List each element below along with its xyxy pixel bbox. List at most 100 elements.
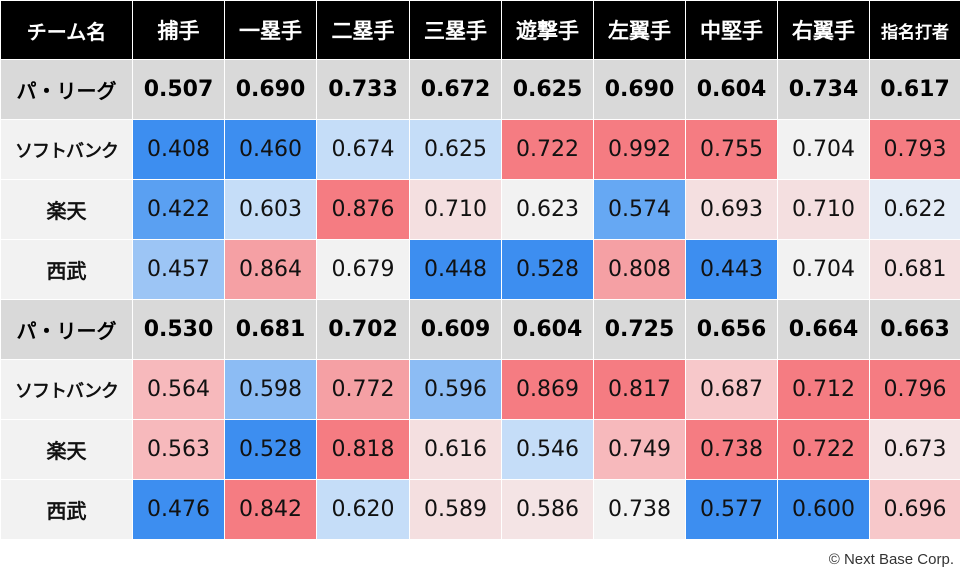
team-name-cell: 楽天 <box>0 179 133 240</box>
league-value-cell: 0.617 <box>869 59 960 120</box>
value-cell: 0.546 <box>501 419 594 480</box>
value-cell: 0.603 <box>224 179 317 240</box>
header-second-base: 二塁手 <box>316 0 410 60</box>
league-value-cell: 0.609 <box>409 299 502 360</box>
table-row: 西武 0.476 0.842 0.620 0.589 0.586 0.738 0.577 0.6… <box>0 479 960 540</box>
league-row: パ・リーグ 0.530 0.681 0.702 0.609 0.604 0.725 0.656… <box>0 299 960 360</box>
league-value-cell: 0.690 <box>224 59 317 120</box>
header-catcher: 捕手 <box>132 0 225 60</box>
value-cell: 0.749 <box>593 419 686 480</box>
value-cell: 0.738 <box>685 419 778 480</box>
value-cell: 0.563 <box>132 419 225 480</box>
league-value-cell: 0.507 <box>132 59 225 120</box>
league-name-cell: パ・リーグ <box>0 59 133 120</box>
header-row: チーム名 捕手 一塁手 二塁手 三塁手 遊撃手 左翼手 中堅手 右翼手 指名打者 <box>0 0 960 60</box>
value-cell: 0.693 <box>685 179 778 240</box>
value-cell: 0.722 <box>501 119 594 180</box>
league-value-cell: 0.604 <box>501 299 594 360</box>
league-value-cell: 0.681 <box>224 299 317 360</box>
value-cell: 0.422 <box>132 179 225 240</box>
value-cell: 0.448 <box>409 239 502 300</box>
value-cell: 0.623 <box>501 179 594 240</box>
value-cell: 0.673 <box>869 419 960 480</box>
value-cell: 0.460 <box>224 119 317 180</box>
league-value-cell: 0.733 <box>316 59 410 120</box>
league-value-cell: 0.734 <box>777 59 870 120</box>
value-cell: 0.457 <box>132 239 225 300</box>
value-cell: 0.598 <box>224 359 317 420</box>
value-cell: 0.710 <box>409 179 502 240</box>
league-value-cell: 0.690 <box>593 59 686 120</box>
league-value-cell: 0.725 <box>593 299 686 360</box>
header-team: チーム名 <box>0 0 133 60</box>
value-cell: 0.712 <box>777 359 870 420</box>
league-value-cell: 0.604 <box>685 59 778 120</box>
value-cell: 0.443 <box>685 239 778 300</box>
league-row: パ・リーグ 0.507 0.690 0.733 0.672 0.625 0.690 0.604… <box>0 59 960 120</box>
value-cell: 0.869 <box>501 359 594 420</box>
value-cell: 0.620 <box>316 479 410 540</box>
value-cell: 0.589 <box>409 479 502 540</box>
team-name-cell: 楽天 <box>0 419 133 480</box>
league-value-cell: 0.625 <box>501 59 594 120</box>
league-name-cell: パ・リーグ <box>0 299 133 360</box>
team-name-cell: ソフトバンク <box>0 119 133 180</box>
value-cell: 0.600 <box>777 479 870 540</box>
copyright-credit: © Next Base Corp. <box>828 551 954 568</box>
value-cell: 0.772 <box>316 359 410 420</box>
value-cell: 0.476 <box>132 479 225 540</box>
team-name-cell: 西武 <box>0 239 133 300</box>
value-cell: 0.574 <box>593 179 686 240</box>
header-right-field: 右翼手 <box>777 0 870 60</box>
value-cell: 0.704 <box>777 119 870 180</box>
value-cell: 0.596 <box>409 359 502 420</box>
value-cell: 0.842 <box>224 479 317 540</box>
value-cell: 0.704 <box>777 239 870 300</box>
table-row: ソフトバンク 0.564 0.598 0.772 0.596 0.869 0.817 0.68… <box>0 359 960 420</box>
header-third-base: 三塁手 <box>409 0 502 60</box>
league-value-cell: 0.530 <box>132 299 225 360</box>
header-shortstop: 遊撃手 <box>501 0 594 60</box>
table-row: 西武 0.457 0.864 0.679 0.448 0.528 0.808 0.443 0.7… <box>0 239 960 300</box>
data-table: チーム名 捕手 一塁手 二塁手 三塁手 遊撃手 左翼手 中堅手 右翼手 指名打者… <box>0 0 960 540</box>
value-cell: 0.793 <box>869 119 960 180</box>
table-row: 楽天 0.422 0.603 0.876 0.710 0.623 0.574 0.693 0.7… <box>0 179 960 240</box>
value-cell: 0.616 <box>409 419 502 480</box>
value-cell: 0.564 <box>132 359 225 420</box>
value-cell: 0.738 <box>593 479 686 540</box>
value-cell: 0.679 <box>316 239 410 300</box>
value-cell: 0.876 <box>316 179 410 240</box>
header-designated-hitter: 指名打者 <box>869 0 960 60</box>
value-cell: 0.528 <box>224 419 317 480</box>
value-cell: 0.796 <box>869 359 960 420</box>
table-row: 楽天 0.563 0.528 0.818 0.616 0.546 0.749 0.738 0.7… <box>0 419 960 480</box>
value-cell: 0.625 <box>409 119 502 180</box>
league-value-cell: 0.702 <box>316 299 410 360</box>
value-cell: 0.528 <box>501 239 594 300</box>
value-cell: 0.681 <box>869 239 960 300</box>
league-value-cell: 0.672 <box>409 59 502 120</box>
value-cell: 0.696 <box>869 479 960 540</box>
value-cell: 0.817 <box>593 359 686 420</box>
value-cell: 0.586 <box>501 479 594 540</box>
value-cell: 0.674 <box>316 119 410 180</box>
value-cell: 0.818 <box>316 419 410 480</box>
table-body: パ・リーグ 0.507 0.690 0.733 0.672 0.625 0.690 0.604… <box>0 59 960 540</box>
league-value-cell: 0.656 <box>685 299 778 360</box>
value-cell: 0.722 <box>777 419 870 480</box>
value-cell: 0.687 <box>685 359 778 420</box>
value-cell: 0.864 <box>224 239 317 300</box>
value-cell: 0.755 <box>685 119 778 180</box>
header-left-field: 左翼手 <box>593 0 686 60</box>
team-name-cell: 西武 <box>0 479 133 540</box>
table-row: ソフトバンク 0.408 0.460 0.674 0.625 0.722 0.992 0.75… <box>0 119 960 180</box>
value-cell: 0.408 <box>132 119 225 180</box>
value-cell: 0.992 <box>593 119 686 180</box>
league-value-cell: 0.663 <box>869 299 960 360</box>
league-value-cell: 0.664 <box>777 299 870 360</box>
value-cell: 0.710 <box>777 179 870 240</box>
header-center-field: 中堅手 <box>685 0 778 60</box>
team-name-cell: ソフトバンク <box>0 359 133 420</box>
value-cell: 0.577 <box>685 479 778 540</box>
value-cell: 0.622 <box>869 179 960 240</box>
